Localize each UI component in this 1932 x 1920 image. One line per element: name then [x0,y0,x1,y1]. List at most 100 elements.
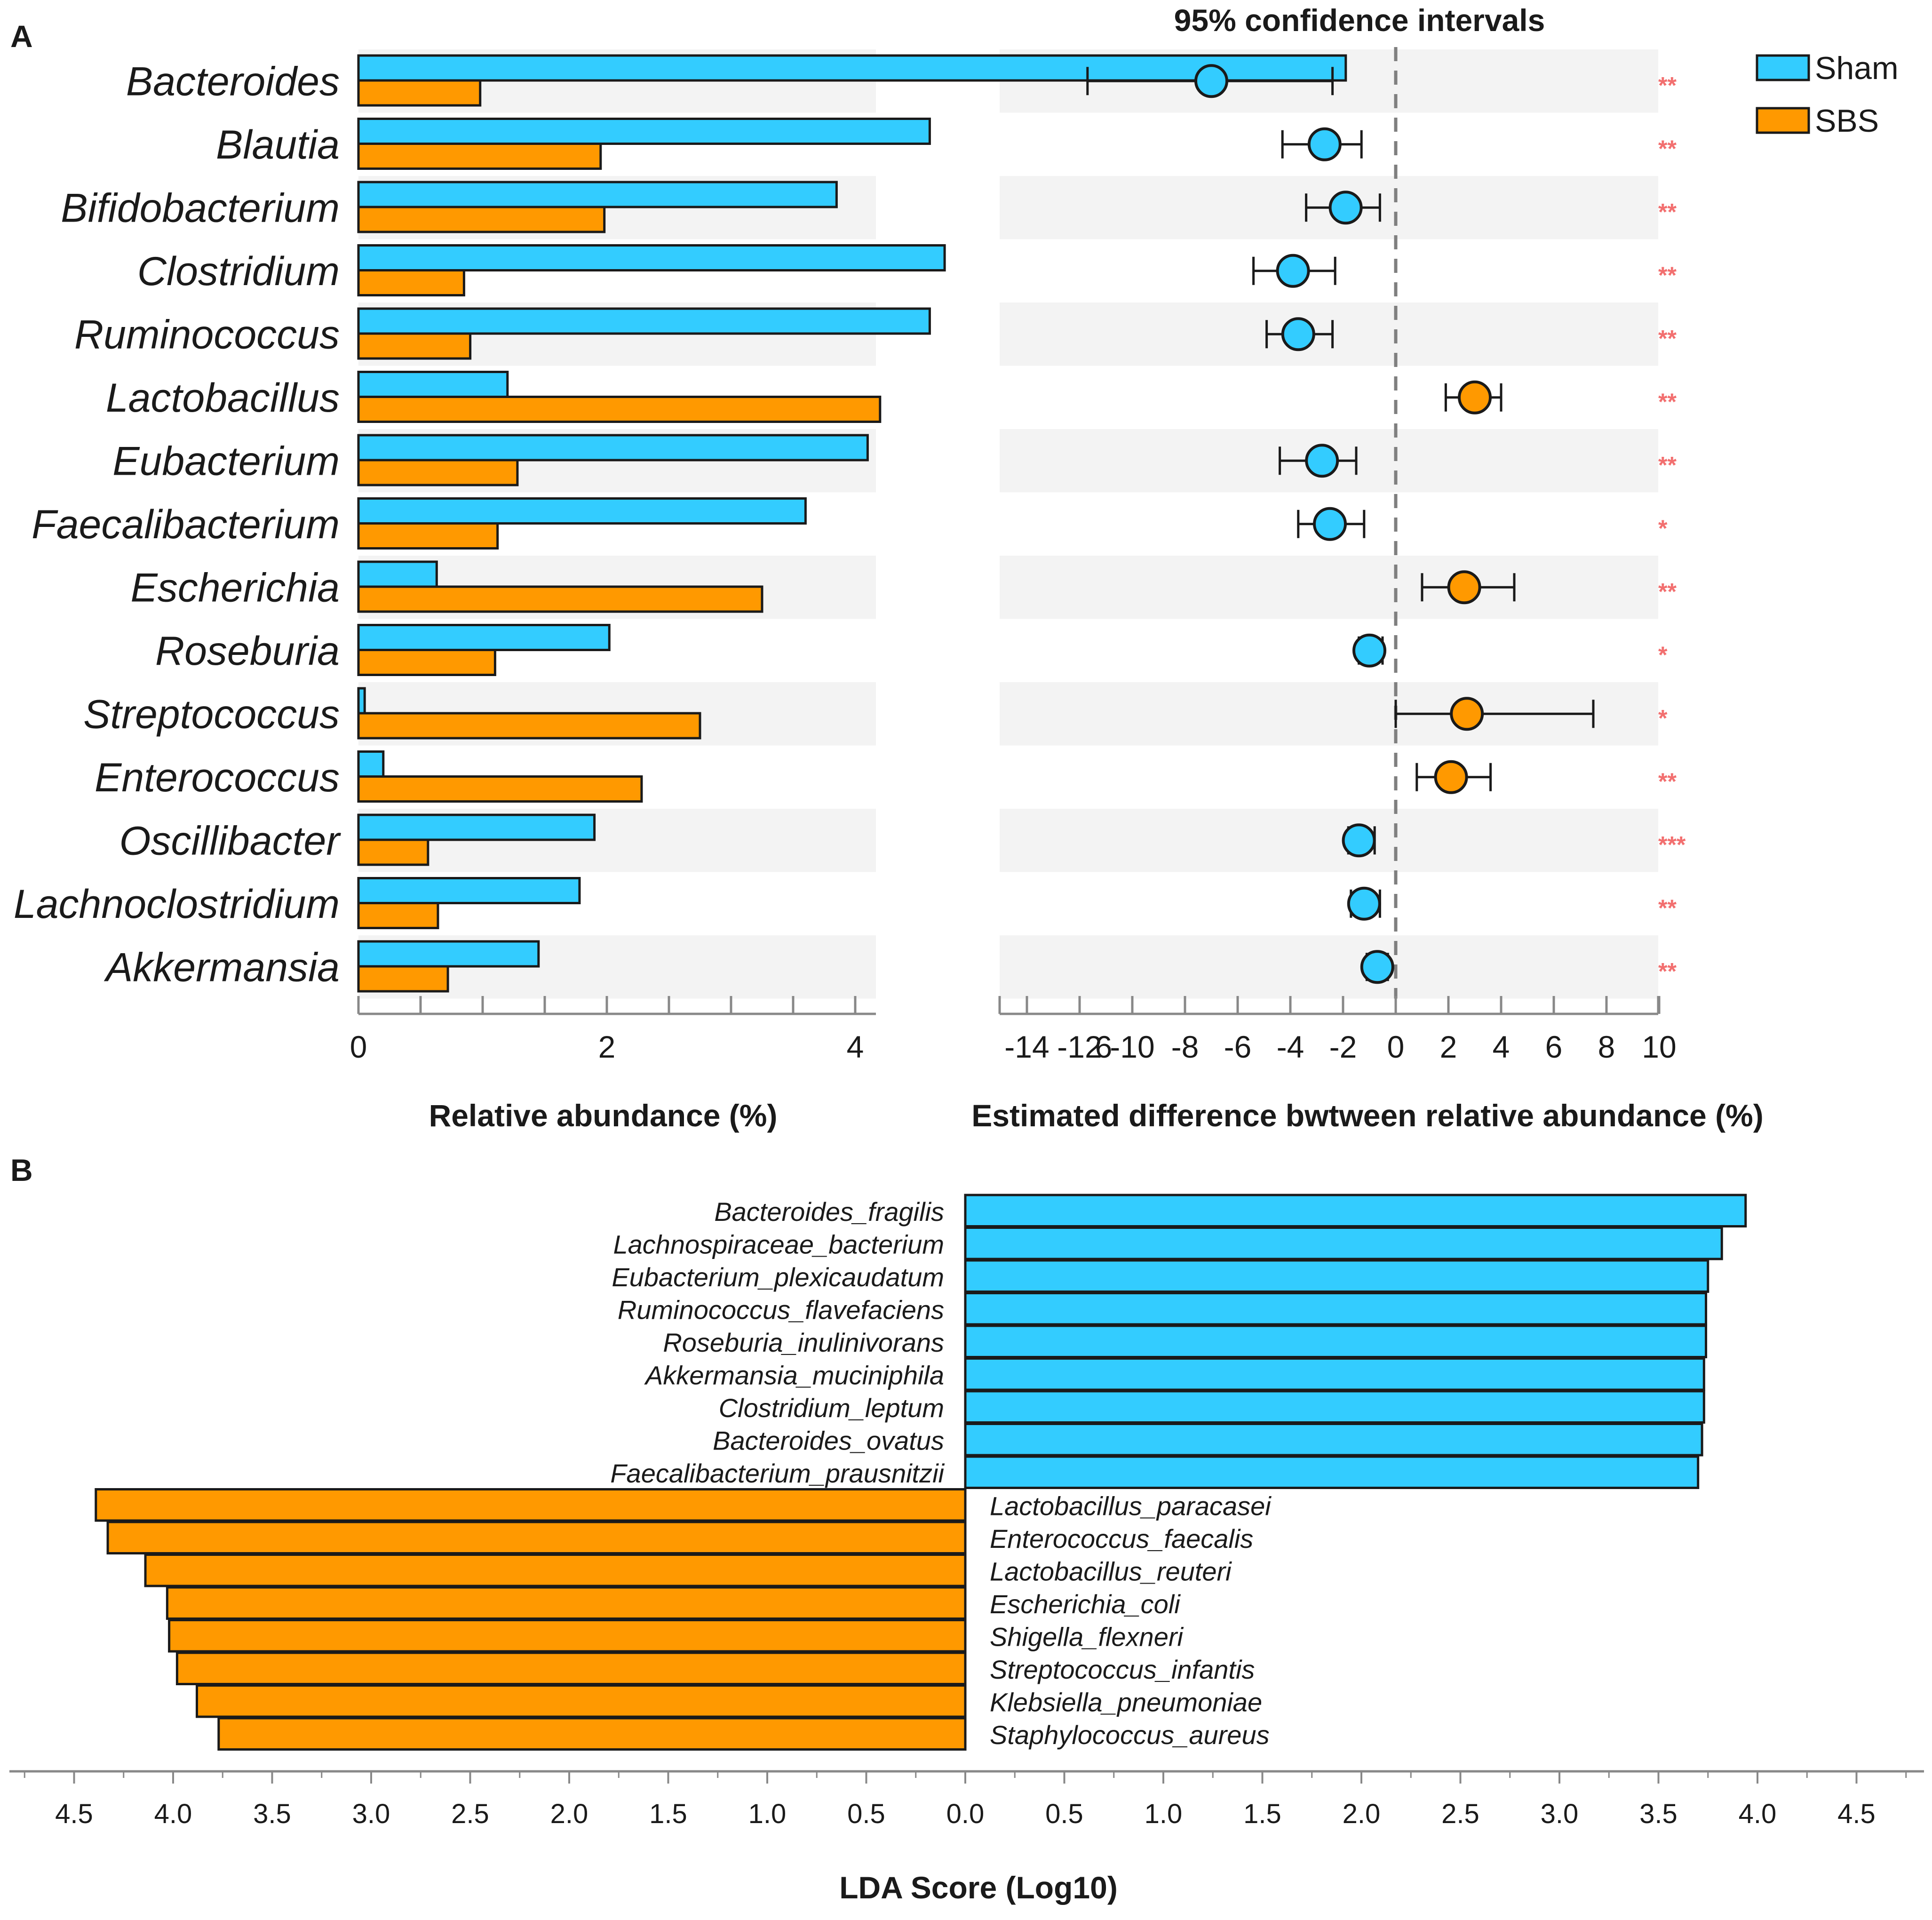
ci-row-band-oscillibacter [1000,809,1658,872]
lda-species-label: Klebsiella_pneumoniae [990,1687,1262,1717]
lda-tick-label: 4.0 [1739,1799,1777,1829]
bar-sham-escherichia [357,560,438,588]
ci-point-lactobacillus [1458,380,1492,414]
lda-bar-sham [964,1324,1708,1358]
lda-tick-label: 1.5 [649,1799,687,1829]
significance-marker: ** [1658,452,1677,478]
ci-xlabel: Estimated difference bwtween relative ab… [971,1098,1763,1133]
panel-b-label: B [10,1153,33,1187]
lda-species-label: Roseburia_inulinivorans [663,1328,944,1357]
bar-sbs-bacteroides [357,79,482,107]
legend-label-sham: Sham [1815,50,1899,86]
ci-point-akkermansia [1360,950,1394,984]
ci-tick-label: 0 [1387,1029,1405,1064]
bar-sbs-oscillibacter [357,838,429,866]
bar-sham-streptococcus [357,687,366,715]
lda-bar-sbs [217,1717,967,1751]
ci-point-streptococcus [1450,697,1484,731]
lda-tick-label: 3.5 [1639,1799,1678,1829]
lda-species-label: Lactobacillus_paracasei [990,1491,1272,1521]
lda-species-label: Lactobacillus_reuteri [990,1556,1232,1586]
lda-tick-label: 4.5 [55,1799,93,1829]
ci-point-clostridium [1276,254,1310,288]
significance-marker: * [1658,515,1668,542]
lda-tick-label: 1.0 [748,1799,787,1829]
lda-species-label: Staphylococcus_aureus [990,1720,1270,1750]
lda-bar-sham [964,1390,1705,1424]
lda-tick-label: 4.5 [1837,1799,1876,1829]
lda-species-label: Streptococcus_infantis [990,1655,1255,1684]
legend-swatch-sham [1756,54,1810,81]
ci-chart: ****************************-14 -12 -10 -8-… [998,47,1686,1064]
significance-marker: ** [1658,262,1677,288]
bar-sbs-enterococcus [357,775,643,803]
ci-tick-label: -14 [1004,1029,1049,1064]
lda-bar-sbs [196,1684,967,1718]
genus-label: Escherichia [130,565,340,610]
bar-sbs-eubacterium [357,459,519,486]
ci-point-enterococcus [1434,760,1468,794]
lda-tick-label: 4.0 [154,1799,192,1829]
lda-tick-label: 0.0 [946,1799,985,1829]
lda-bar-sham [964,1423,1703,1457]
lda-tick-label: 3.5 [253,1799,291,1829]
genus-label: Eubacterium [112,438,340,484]
lda-tick-label: 1.0 [1145,1799,1183,1829]
bar-sham-ruminococcus [357,307,931,335]
abundance-tick-label: 0 [350,1029,367,1064]
genus-label: Bifidobacterium [61,185,340,231]
lda-tick-label: 2.5 [451,1799,489,1829]
bar-sham-blautia [357,118,931,145]
ci-point-bacteroides [1194,64,1228,98]
lda-bar-sbs [144,1554,967,1587]
lda-species-label: Shigella_flexneri [990,1622,1184,1651]
genus-label: Faecalibacterium [32,502,340,547]
bar-sbs-lachnoclostridium [357,902,439,929]
significance-marker: ** [1658,135,1677,162]
ci-point-roseburia [1352,633,1386,668]
lda-xlabel: LDA Score (Log10) [839,1870,1118,1905]
lda-species-label: Clostridium_leptum [719,1393,944,1423]
lda-tick-label: 0.5 [1045,1799,1083,1829]
bar-sham-bacteroides [357,54,1347,82]
lda-species-label: Eubacterium_plexicaudatum [612,1262,944,1292]
bar-sbs-streptococcus [357,712,701,740]
ci-point-ruminococcus [1281,317,1315,351]
ci-row-band-escherichia [1000,556,1658,619]
significance-marker: ** [1658,895,1677,921]
bar-sbs-blautia [357,143,602,170]
genus-label: Roseburia [155,629,340,674]
legend-swatch-sbs [1756,107,1810,134]
significance-marker: * [1658,705,1668,731]
genus-label: Ruminococcus [74,312,340,357]
bar-sbs-lactobacillus [357,396,882,423]
bar-sham-lactobacillus [357,371,509,398]
ci-tick-label: 8 [1598,1029,1615,1064]
ci-point-bifidobacterium [1328,191,1363,225]
legend-label-sbs: SBS [1815,103,1879,139]
lda-bar-sbs [95,1488,967,1522]
genus-label: Clostridium [137,249,340,294]
legend: Sham SBS [1756,50,1899,139]
ci-tick-label: -12 [1057,1029,1102,1064]
ci-tick-label: 6 [1545,1029,1563,1064]
genus-label: Streptococcus [83,692,340,737]
ci-row-band-akkermansia [1000,935,1658,999]
lda-species-label: Enterococcus_faecalis [990,1524,1253,1554]
bar-sham-akkermansia [357,940,540,968]
significance-marker: ** [1658,768,1677,795]
ci-tick-label: -4 [1277,1029,1304,1064]
bar-sham-faecalibacterium [357,497,807,525]
lda-bar-sbs [175,1651,967,1685]
bar-sham-eubacterium [357,434,869,462]
bar-sbs-escherichia [357,585,763,613]
bar-sham-clostridium [357,244,946,271]
bar-sbs-ruminococcus [357,332,472,360]
lda-bar-sbs [168,1619,967,1653]
abundance-xlabel: Relative abundance (%) [429,1098,778,1133]
ci-tick-label: 10 [1642,1029,1676,1064]
lda-species-label: Faecalibacterium_prausnitzii [610,1458,945,1488]
lda-bar-sham [964,1194,1747,1227]
significance-marker: *** [1658,831,1686,858]
ci-point-escherichia [1447,570,1481,605]
